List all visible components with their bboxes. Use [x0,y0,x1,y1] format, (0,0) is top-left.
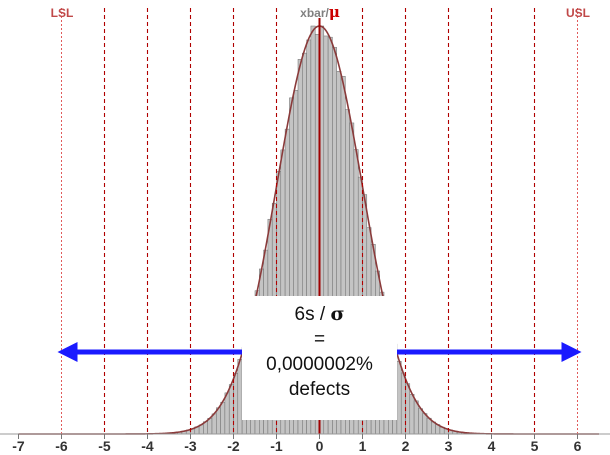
histogram-bar [220,401,226,435]
histogram-bar [418,408,423,435]
histogram-bar [409,393,415,435]
histogram-bar [233,372,239,435]
histogram-bar [216,407,221,435]
x-tick-label: 6 [574,438,582,454]
sigma-symbol: σ [330,303,345,325]
histogram-bar [413,400,419,435]
histogram-bar [211,413,217,435]
x-tick-label: 5 [531,438,539,454]
mu-symbol: μ [329,3,340,21]
annotation-line-4: defects [288,379,351,400]
x-tick-label: -6 [55,438,68,454]
annotation-line-3: 0,0000002% [266,354,373,375]
defects-annotation: 6s / σ = 0,0000002% defects [242,296,397,420]
annotation-line-2: = [313,329,326,350]
x-tick-label: -3 [184,438,197,454]
lsl-label: LSL [51,6,74,20]
usl-label: USL [566,6,590,20]
histogram-bar [422,413,428,435]
x-tick-label: 1 [359,438,367,454]
histogram-bar [405,383,411,435]
x-tick-label: -5 [98,438,111,454]
mean-label-prefix: xbar/ [300,6,329,20]
histogram-bar [396,360,402,435]
annotation-line-1: 6s / σ [294,303,345,325]
histogram-bar [400,372,406,435]
x-tick-label: -4 [141,438,154,454]
x-tick-label: 2 [402,438,410,454]
histogram-bar [224,392,230,435]
x-tick-label: -1 [270,438,283,454]
x-tick-label: 0 [316,438,324,454]
mean-label: xbar/μ [300,3,340,21]
x-tick-label: -7 [12,438,25,454]
x-axis-ticks: -7 -6 -5 -4 -3 -2 -1 0 1 2 3 4 5 6 [12,434,582,454]
x-tick-label: 3 [445,438,453,454]
x-tick-label: -2 [227,438,240,454]
x-tick-label: 4 [488,438,496,454]
histogram-bar [228,384,234,435]
